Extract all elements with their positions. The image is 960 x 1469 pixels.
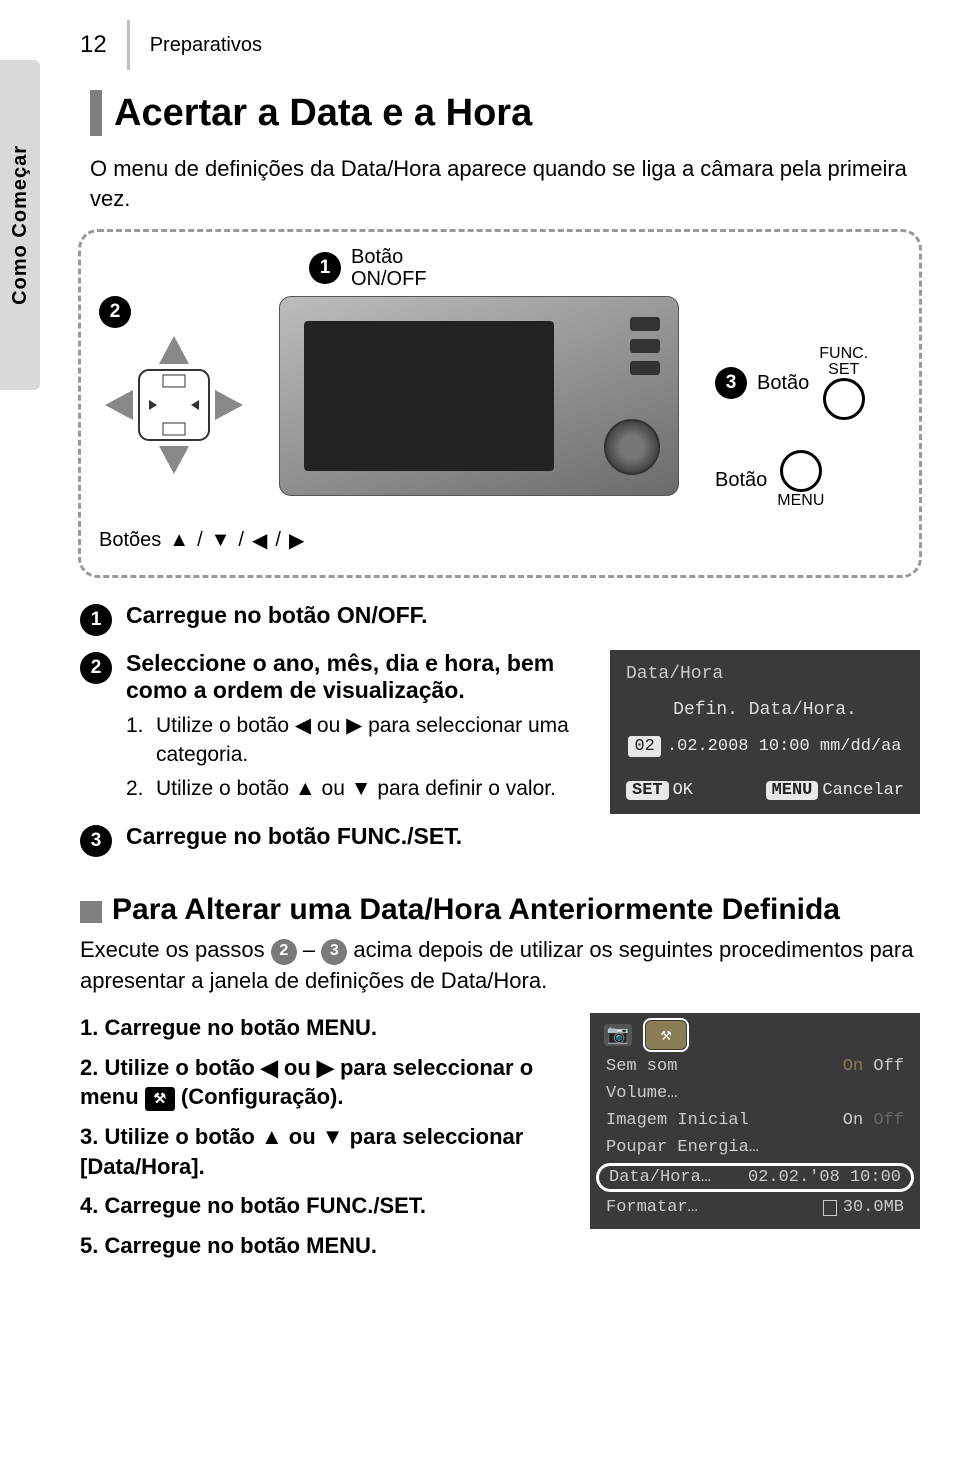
bstep-1: 1. Carregue no botão MENU.	[80, 1013, 560, 1043]
func-set-button-icon	[823, 378, 865, 420]
lcd2-row-1: Volume…	[590, 1080, 920, 1107]
lcd1-day: 02	[628, 736, 660, 757]
botao3-label: Botão	[757, 372, 809, 395]
step2-sub1: 1.Utilize o botão ◀ ou ▶ para selecciona…	[126, 712, 584, 769]
tab-camera-icon: 📷	[604, 1024, 632, 1046]
page-number: 12	[80, 31, 107, 59]
lcd1-cancel: Cancelar	[822, 781, 904, 800]
title-accent	[90, 90, 102, 136]
side-tab: Como Começar	[0, 60, 40, 390]
step1-bubble: 1	[80, 604, 112, 636]
step1-text: Carregue no botão ON/OFF.	[126, 602, 920, 629]
bstep-2: 2. Utilize o botão ◀ ou ▶ para seleccion…	[80, 1053, 560, 1112]
bubble-1: 1	[309, 252, 341, 284]
camera-diagram: 1 Botão ON/OFF 2	[78, 229, 922, 578]
camera-control-wheel	[604, 419, 660, 475]
lcd2-row-2: Imagem Inicial On Off	[590, 1107, 920, 1134]
func-label: FUNC.	[819, 346, 868, 362]
square-bullet-icon	[80, 901, 102, 923]
right-icon: ▶	[289, 528, 304, 553]
sd-icon	[823, 1200, 837, 1216]
config-icon: ⚒	[145, 1087, 175, 1111]
subsection-header: Para Alterar uma Data/Hora Anteriormente…	[80, 893, 920, 927]
bstep-4: 4. Carregue no botão FUNC./SET.	[80, 1191, 560, 1221]
callout-2: 2	[99, 296, 249, 328]
lcd1-date: 02 .02.2008 10:00 mm/dd/aa	[626, 736, 904, 757]
bubble-3: 3	[715, 367, 747, 399]
lcd1-title: Data/Hora	[626, 664, 904, 684]
inline-bubble-2: 2	[271, 939, 297, 965]
step-2: 2 Seleccione o ano, mês, dia e hora, bem…	[80, 650, 584, 809]
section-label: Preparativos	[150, 34, 262, 57]
menu-label: MENU	[777, 492, 824, 510]
lcd1-ok: OK	[673, 781, 693, 800]
lcd2-row-0: Sem som On Off	[590, 1053, 920, 1080]
step-1: 1 Carregue no botão ON/OFF.	[80, 602, 920, 636]
step2-text: Seleccione o ano, mês, dia e hora, bem c…	[126, 650, 584, 704]
left-icon: ◀	[252, 528, 267, 553]
botoes-callout: Botões ▲ / ▼ / ◀/ ▶	[99, 528, 901, 553]
lcd2-row-3: Poupar Energia…	[590, 1134, 920, 1161]
header-divider	[127, 20, 130, 70]
bottom-steps: 1. Carregue no botão MENU. 2. Utilize o …	[80, 1013, 560, 1271]
lcd2-row-format: Formatar… 30.0MB	[590, 1194, 920, 1221]
menu-callout: Botão MENU	[715, 450, 868, 510]
up-icon: ▲	[169, 529, 189, 552]
subsection-para: Execute os passos 2 – 3 acima depois de …	[80, 935, 920, 997]
intro-text: O menu de definições da Data/Hora aparec…	[90, 154, 910, 213]
lcd-date-screen: Data/Hora Defin. Data/Hora. 02 .02.2008 …	[610, 650, 920, 814]
dpad-icon	[99, 330, 249, 480]
side-tab-label: Como Começar	[9, 145, 32, 305]
lcd2-highlight-row: Data/Hora… 02.02.'08 10:00	[596, 1163, 914, 1192]
lcd1-menu-tag: MENU	[766, 781, 819, 800]
step3-text: Carregue no botão FUNC./SET.	[126, 823, 584, 850]
lcd1-footer: SETOK MENUCancelar	[626, 781, 904, 800]
lcd1-rest: .02.2008 10:00 mm/dd/aa	[667, 737, 902, 756]
step3-bubble: 3	[80, 825, 112, 857]
bstep-5: 5. Carregue no botão MENU.	[80, 1231, 560, 1261]
camera-screen	[304, 321, 554, 471]
camera-small-buttons	[630, 317, 660, 375]
callout-3: 3 Botão FUNC. SET	[715, 346, 868, 420]
down-icon: ▼	[211, 529, 231, 552]
bstep-3: 3. Utilize o botão ▲ ou ▼ para seleccion…	[80, 1122, 560, 1181]
title-block: Acertar a Data e a Hora	[90, 90, 940, 136]
onoff-callout: 1 Botão ON/OFF	[309, 246, 901, 290]
tab-tools-icon: ⚒	[646, 1021, 686, 1049]
lcd1-set-tag: SET	[626, 781, 669, 800]
page-title: Acertar a Data e a Hora	[114, 92, 532, 135]
botao-menu-label: Botão	[715, 469, 767, 492]
inline-bubble-3: 3	[321, 939, 347, 965]
onoff-line2: ON/OFF	[351, 268, 427, 290]
step2-bubble: 2	[80, 652, 112, 684]
bubble-2: 2	[99, 296, 131, 328]
subsection-title: Para Alterar uma Data/Hora Anteriormente…	[112, 893, 840, 927]
lcd2-tabs: 📷 ⚒	[590, 1013, 920, 1053]
page-header: 12 Preparativos	[80, 20, 940, 70]
camera-illustration	[279, 296, 679, 496]
botoes-label: Botões	[99, 529, 161, 552]
lcd1-sub: Defin. Data/Hora.	[626, 700, 904, 720]
onoff-line1: Botão	[351, 246, 427, 268]
lcd-menu-screen: 📷 ⚒ Sem som On Off Volume… Imagem Inicia…	[590, 1013, 920, 1229]
set-label: SET	[828, 362, 859, 378]
step-3: 3 Carregue no botão FUNC./SET.	[80, 823, 584, 857]
main-steps: 1 Carregue no botão ON/OFF. 2 Seleccione…	[80, 602, 920, 871]
step2-sub2: 2.Utilize o botão ▲ ou ▼ para definir o …	[126, 775, 584, 803]
menu-button-icon	[780, 450, 822, 492]
